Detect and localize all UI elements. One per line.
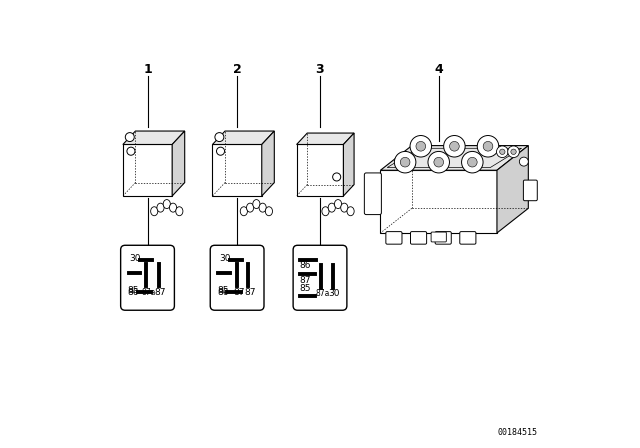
Circle shape <box>520 157 529 166</box>
FancyBboxPatch shape <box>364 173 381 215</box>
Circle shape <box>497 146 508 158</box>
FancyBboxPatch shape <box>386 232 402 244</box>
Circle shape <box>467 157 477 167</box>
Circle shape <box>461 151 483 173</box>
Circle shape <box>511 149 516 155</box>
Ellipse shape <box>253 199 260 208</box>
Text: 87: 87 <box>300 276 311 284</box>
Ellipse shape <box>322 207 329 215</box>
Ellipse shape <box>157 203 164 212</box>
FancyBboxPatch shape <box>460 232 476 244</box>
Circle shape <box>394 151 416 173</box>
Text: 4: 4 <box>435 63 443 76</box>
Polygon shape <box>172 131 185 196</box>
Text: 3: 3 <box>316 63 324 76</box>
FancyBboxPatch shape <box>435 232 451 244</box>
Ellipse shape <box>266 207 273 215</box>
Circle shape <box>428 151 449 173</box>
Text: 87: 87 <box>244 288 256 297</box>
Ellipse shape <box>259 203 266 212</box>
Polygon shape <box>497 146 529 233</box>
Text: 87: 87 <box>233 288 244 297</box>
Polygon shape <box>262 131 275 196</box>
Circle shape <box>216 147 225 155</box>
Polygon shape <box>123 131 185 144</box>
Text: 2: 2 <box>233 63 241 76</box>
Text: 1: 1 <box>143 63 152 76</box>
Circle shape <box>444 135 465 157</box>
Circle shape <box>215 133 224 142</box>
Circle shape <box>477 135 499 157</box>
Text: 87: 87 <box>155 288 166 297</box>
Polygon shape <box>380 146 529 170</box>
Text: 86: 86 <box>128 288 140 297</box>
Text: 85: 85 <box>218 286 229 296</box>
Polygon shape <box>296 133 354 144</box>
Text: 86: 86 <box>300 261 311 270</box>
Text: 85: 85 <box>300 284 311 293</box>
Circle shape <box>434 157 444 167</box>
Text: 85: 85 <box>128 286 140 296</box>
Ellipse shape <box>340 203 348 212</box>
Text: 00184515: 00184515 <box>497 428 538 437</box>
Circle shape <box>400 157 410 167</box>
Ellipse shape <box>163 199 170 208</box>
Polygon shape <box>212 144 262 196</box>
Ellipse shape <box>335 199 342 208</box>
Polygon shape <box>212 131 275 144</box>
Ellipse shape <box>150 207 158 215</box>
FancyBboxPatch shape <box>293 246 347 310</box>
Ellipse shape <box>170 203 177 212</box>
Text: 30: 30 <box>219 254 230 263</box>
Text: 87a: 87a <box>141 288 156 297</box>
FancyBboxPatch shape <box>120 246 174 310</box>
FancyBboxPatch shape <box>410 232 427 244</box>
Polygon shape <box>123 144 172 196</box>
Text: 30: 30 <box>129 254 141 263</box>
Ellipse shape <box>246 203 253 212</box>
Text: 87a: 87a <box>316 289 330 297</box>
Circle shape <box>125 133 134 142</box>
Circle shape <box>410 135 431 157</box>
Circle shape <box>449 142 460 151</box>
Circle shape <box>416 142 426 151</box>
Polygon shape <box>344 133 354 196</box>
Polygon shape <box>380 170 497 233</box>
Ellipse shape <box>176 207 183 215</box>
Ellipse shape <box>240 207 248 215</box>
Circle shape <box>333 173 340 181</box>
FancyBboxPatch shape <box>210 246 264 310</box>
Ellipse shape <box>347 207 354 215</box>
Circle shape <box>483 142 493 151</box>
Circle shape <box>500 149 505 155</box>
Text: 86: 86 <box>218 288 229 297</box>
Text: 30: 30 <box>328 289 340 297</box>
Circle shape <box>127 147 135 155</box>
Polygon shape <box>296 144 344 196</box>
Ellipse shape <box>328 203 335 212</box>
FancyBboxPatch shape <box>431 232 446 242</box>
Circle shape <box>508 146 519 158</box>
FancyBboxPatch shape <box>524 180 538 201</box>
